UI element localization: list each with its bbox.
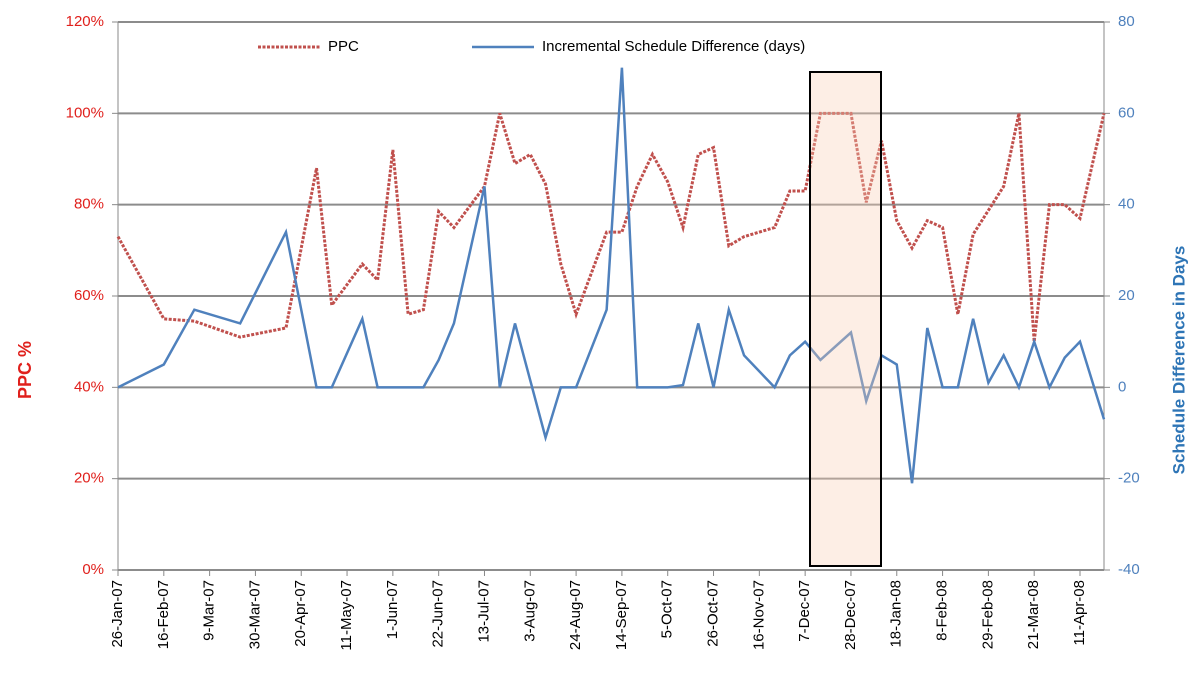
y-tick-label: 120% — [66, 13, 104, 30]
y-tick-label: 40% — [74, 378, 104, 395]
x-tick-label: 11-Apr-08 — [1071, 580, 1088, 646]
y-tick-label: 20% — [74, 470, 104, 487]
x-tick-label: 8-Feb-08 — [934, 580, 951, 641]
legend-label: Incremental Schedule Difference (days) — [542, 38, 805, 55]
x-tick-label: 28-Dec-07 — [842, 580, 859, 650]
y2-tick-label: -40 — [1118, 561, 1140, 578]
x-tick-label: 7-Dec-07 — [796, 580, 813, 642]
y-tick-label: 0% — [82, 561, 104, 578]
plot-layer: 0% 20% 40% 60% 80% 100% 120% -40 -20 0 20 40 60 80 26-… — [66, 13, 1140, 651]
y2-tick-label: 20 — [1118, 287, 1135, 304]
x-tick-label: 30-Mar-07 — [246, 580, 263, 649]
y2-tick-label: 40 — [1118, 196, 1135, 213]
x-tick-label: 16-Nov-07 — [750, 580, 767, 650]
x-tick-label: 21-Mar-08 — [1025, 580, 1042, 649]
legend-label: PPC — [328, 38, 359, 55]
x-tick-label: 29-Feb-08 — [979, 580, 996, 649]
y-tick-label: 60% — [74, 287, 104, 304]
x-tick-label: 26-Oct-07 — [704, 580, 721, 647]
highlight-box — [809, 71, 882, 567]
y2-axis-title: Schedule Difference in Days — [1169, 246, 1188, 475]
x-tick-label: 18-Jan-08 — [888, 580, 905, 648]
y2-tick-label: 80 — [1118, 13, 1135, 30]
x-tick-label: 13-Jul-07 — [475, 580, 492, 643]
x-tick-label: 11-May-07 — [338, 580, 355, 651]
y-tick-label: 100% — [66, 104, 104, 121]
series-line — [117, 67, 1106, 484]
series-line — [116, 111, 1106, 342]
x-tick-label: 22-Jun-07 — [430, 580, 447, 648]
y-tick-label: 80% — [74, 196, 104, 213]
x-tick-label: 26-Jan-07 — [109, 580, 126, 648]
x-tick-label: 20-Apr-07 — [292, 580, 309, 647]
x-tick-label: 16-Feb-07 — [155, 580, 172, 649]
x-tick-label: 5-Oct-07 — [659, 580, 676, 638]
x-tick-label: 1-Jun-07 — [384, 580, 401, 639]
x-tick-label: 24-Aug-07 — [567, 580, 584, 650]
y2-tick-label: 60 — [1118, 104, 1135, 121]
x-tick-label: 14-Sep-07 — [613, 580, 630, 650]
y2-tick-label: -20 — [1118, 470, 1140, 487]
x-tick-label: 9-Mar-07 — [201, 580, 218, 641]
y-axis-title: PPC % — [15, 341, 35, 399]
y2-tick-label: 0 — [1118, 378, 1126, 395]
x-tick-label: 3-Aug-07 — [521, 580, 538, 642]
